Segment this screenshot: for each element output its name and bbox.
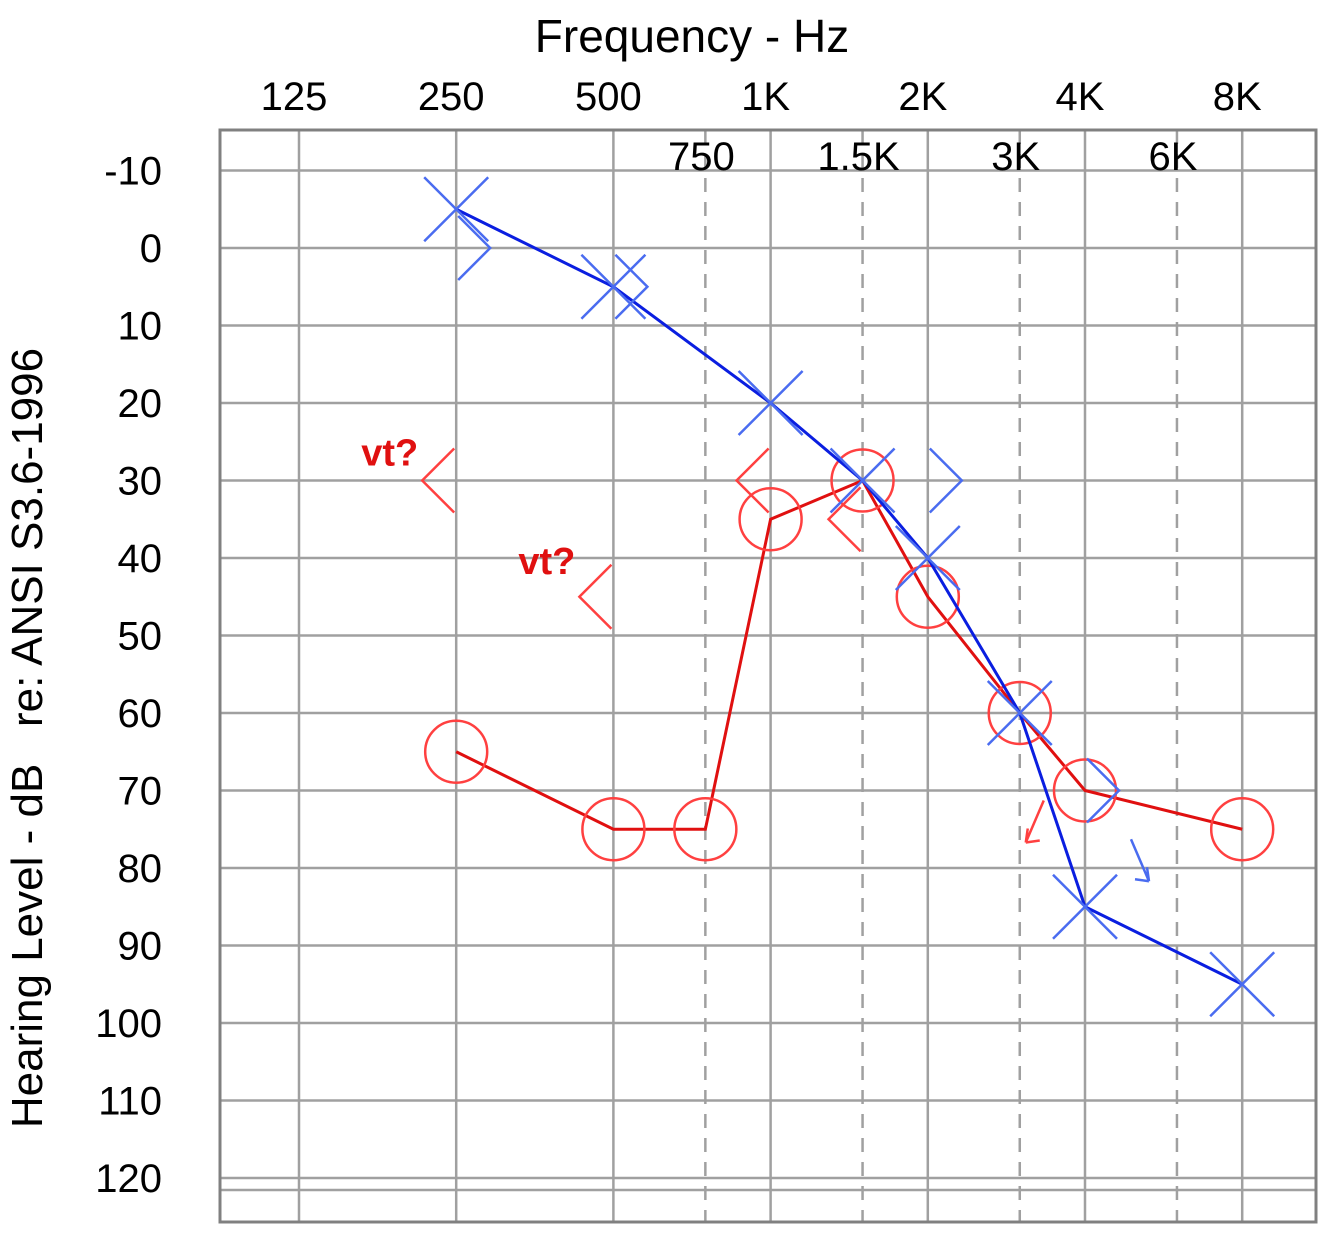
right-bone-bracket-marker <box>577 563 613 630</box>
x-tick-label: 8K <box>1213 75 1262 119</box>
right-ear-line <box>455 478 1243 831</box>
left-ear-x-marker <box>1209 951 1276 1018</box>
no-response-arrow <box>1129 838 1151 883</box>
right-ear-circle-marker <box>895 564 961 629</box>
x-tick-label-inter: 750 <box>668 135 735 179</box>
x-tick-label-inter: 1.5K <box>817 135 900 179</box>
right-ear-circle-marker <box>423 719 489 784</box>
left-bone-bracket-marker <box>1086 757 1121 824</box>
right-ear-circle-marker <box>673 797 738 862</box>
x-tick-label: 250 <box>418 75 485 119</box>
right-ear-circle-marker <box>581 797 646 862</box>
y-tick-label: 120 <box>95 1157 162 1201</box>
y-tick-label: 50 <box>118 615 163 659</box>
left-ear-x-marker <box>580 253 647 320</box>
series <box>420 176 1276 1018</box>
y-tick-label: 60 <box>118 692 163 736</box>
left-ear-line <box>455 207 1243 986</box>
x-tick-label-inter: 6K <box>1148 135 1197 179</box>
right-ear-circle-marker <box>1209 797 1275 862</box>
annotations: vt? vt? <box>361 432 575 583</box>
y-tick-label: 100 <box>95 1002 162 1046</box>
y-tick-label: 20 <box>118 382 163 426</box>
left-ear-x-marker <box>894 525 961 591</box>
right-bone-bracket-marker <box>734 447 770 514</box>
x-tick-label: 125 <box>261 75 328 119</box>
y-tick-label: -10 <box>104 150 162 194</box>
y-tick-label: 90 <box>118 925 163 969</box>
y-tick-label: 10 <box>118 305 163 349</box>
right-bone-bracket-marker <box>420 447 456 514</box>
left-bone-bracket-marker <box>614 253 650 320</box>
y-axis-label: Hearing Level - dB re: ANSI S3.6-1996 <box>3 348 52 1128</box>
annotation-text: vt? <box>518 541 575 583</box>
y-tick-labels: -10 0 10 20 30 40 50 60 70 80 90 100 110 120 <box>95 150 162 1202</box>
right-ear-circle-marker <box>738 487 803 552</box>
left-bone-bracket-marker <box>457 215 492 281</box>
right-ear-circle-marker <box>830 448 895 513</box>
no-response-arrow <box>1024 800 1045 844</box>
x-tick-label: 4K <box>1056 75 1105 119</box>
y-tick-label: 70 <box>118 770 163 814</box>
y-tick-label: 40 <box>118 537 163 581</box>
y-tick-label: 110 <box>98 1080 162 1124</box>
left-bone-bracket-marker <box>928 447 964 514</box>
right-ear-circle-marker <box>1052 758 1118 823</box>
plot-frame <box>218 128 1318 1224</box>
left-ear-x-marker <box>986 680 1053 746</box>
grid <box>218 128 1318 1224</box>
y-tick-label: 30 <box>118 460 163 504</box>
left-ear-x-marker <box>829 447 896 514</box>
right-bone-bracket-marker <box>826 486 862 553</box>
y-tick-label: 0 <box>140 227 162 271</box>
chart-title: Frequency - Hz <box>535 10 849 62</box>
left-ear-x-marker <box>737 370 804 436</box>
x-tick-label-inter: 3K <box>991 135 1040 179</box>
right-ear-circle-marker <box>987 680 1053 746</box>
left-ear-x-marker <box>1052 873 1118 940</box>
left-ear-x-marker <box>423 176 490 243</box>
x-tick-labels: 125 250 500 1K 2K 4K 8K 750 1.5K 3K 6K <box>261 75 1262 179</box>
x-tick-label: 1K <box>741 75 790 119</box>
y-tick-label: 80 <box>118 847 163 891</box>
x-tick-label: 500 <box>575 75 642 119</box>
annotation-text: vt? <box>361 432 418 474</box>
x-tick-label: 2K <box>898 75 947 119</box>
